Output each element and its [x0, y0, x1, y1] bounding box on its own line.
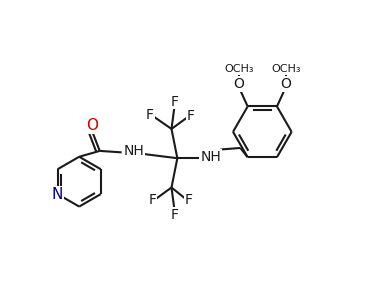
Text: OCH₃: OCH₃ [224, 64, 253, 74]
Text: F: F [149, 193, 156, 207]
Text: NH: NH [123, 144, 144, 158]
Text: OCH₃: OCH₃ [271, 64, 301, 74]
Text: F: F [170, 95, 179, 109]
Text: F: F [146, 108, 154, 122]
Text: F: F [185, 193, 193, 207]
Text: NH: NH [201, 150, 222, 164]
Text: O: O [233, 77, 244, 91]
Text: O: O [86, 118, 98, 134]
Text: N: N [52, 187, 63, 202]
Text: F: F [187, 109, 195, 123]
Text: F: F [170, 208, 179, 222]
Text: O: O [280, 77, 291, 91]
